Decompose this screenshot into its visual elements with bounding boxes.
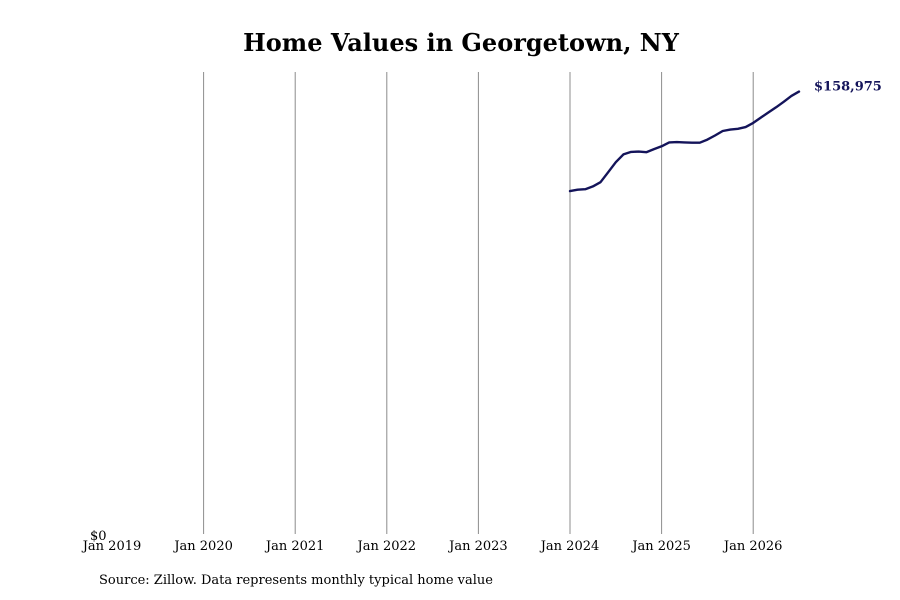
x-tick-label-2: Jan 2021 — [264, 539, 325, 554]
home-value-line — [568, 90, 801, 193]
x-tick-label-7: Jan 2026 — [722, 539, 783, 554]
x-tick-label-3: Jan 2022 — [356, 539, 417, 554]
grid-lines — [203, 72, 754, 534]
chart-title: Home Values in Georgetown, NY — [243, 28, 679, 57]
x-tick-label-6: Jan 2025 — [630, 539, 691, 554]
source-note: Source: Zillow. Data represents monthly … — [99, 573, 493, 588]
x-tick-label-4: Jan 2023 — [447, 539, 508, 554]
x-tick-label-0: Jan 2019 — [81, 539, 142, 554]
x-tick-label-1: Jan 2020 — [172, 539, 233, 554]
x-tick-label-5: Jan 2024 — [539, 539, 600, 554]
end-value-label: $158,975 — [814, 80, 882, 95]
y-tick-label-0: $0 — [90, 529, 107, 544]
x-tick-labels: Jan 2019 Jan 2020 Jan 2021 Jan 2022 Jan 2023… — [81, 539, 783, 554]
